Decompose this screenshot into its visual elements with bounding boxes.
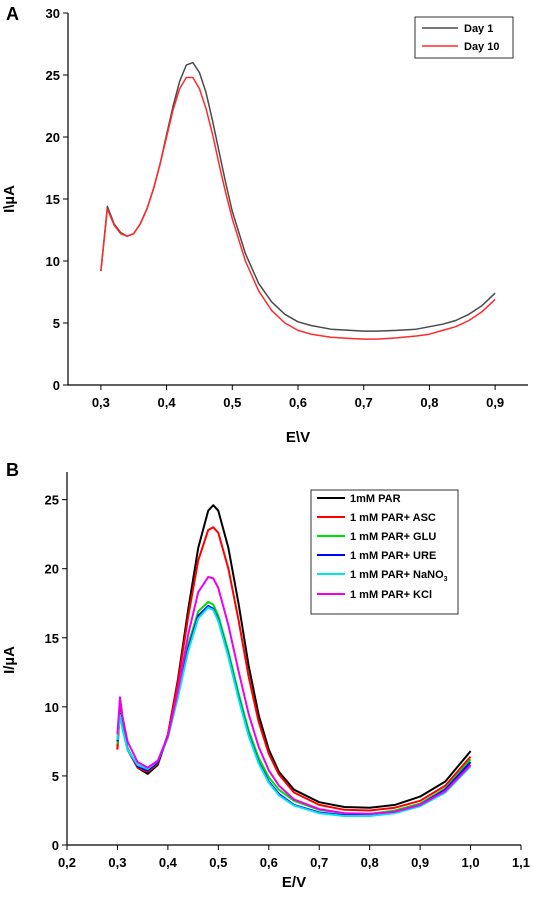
panel-a-xlabel: E\V [286,429,310,446]
panel-b-series-line-1 [116,526,472,812]
panel-a-ticks: 0,3 0,4 0,5 0,6 0,7 0,8 0,9 0 5 10 15 20 25 30 [46,6,505,410]
panel-b-letter: B [6,460,19,480]
panel-a-legend-box [414,16,514,59]
panel-a-x-tick-label: 0,8 [420,395,438,410]
panel-b-ylabel: I/µA [1,646,18,674]
panel-b-series-line-5 [116,576,472,815]
panel-b-x-tick-label: 0,6 [260,855,278,870]
panel-a-y-tick-label: 25 [46,68,60,83]
panel-a-x-tick-label: 0,4 [158,395,177,410]
legend-label-par-asc: 1 mM PAR+ ASC [350,512,436,524]
panel-b-y-tick-label: 10 [45,700,59,715]
legend-label-par-glu: 1 mM PAR+ GLU [350,531,436,543]
panel-a-y-tick-label: 5 [53,316,60,331]
panel-a-axes [67,13,528,386]
panel-b-x-tick-label: 0,4 [159,855,178,870]
panel-a-y-tick-label: 10 [46,254,60,269]
panel-b-legend: 1mM PAR 1 mM PAR+ ASC 1 mM PAR+ GLU 1 mM… [310,489,459,615]
panel-a-series-line-0 [100,61,496,332]
panel-b-x-tick-label: 0,9 [411,855,429,870]
panel-a-x-tick-label: 0,9 [486,395,504,410]
panel-a-y-tick-label: 0 [53,378,60,393]
panel-b-series-line-2 [116,600,472,815]
panel-b-x-tick-label: 0,8 [361,855,379,870]
panel-a-ylabel: I\µA [1,185,18,213]
panel-a-x-tick-label: 0,6 [289,395,307,410]
panel-a-series-line-1 [100,76,496,340]
legend-label-1mm-par: 1mM PAR [350,493,401,505]
panel-b-x-tick-label: 0,3 [108,855,126,870]
panel-a-y-tick-label: 30 [46,6,60,21]
panel-b-y-tick-label: 20 [45,562,59,577]
panel-a-letter: A [6,4,19,24]
panel-b-x-tick-label: 0,7 [310,855,328,870]
panel-a-y-tick-label: 15 [46,192,60,207]
legend-label-day-1: Day 1 [464,23,493,35]
panel-b-y-tick-label: 25 [45,493,59,508]
panel-a-y-tick-label: 20 [46,130,60,145]
panel-b-x-tick-label: 0,5 [209,855,227,870]
panel-a-x-tick-label: 0,7 [355,395,373,410]
panel-b-ticks: 0,2 0,3 0,4 0,5 0,6 0,7 0,8 0,9 1,0 1,1 0 5 10 15 20 25 [45,493,531,870]
panel-b-series-line-4 [116,606,472,817]
chart-panel-b: B 0,2 0,3 0,4 0,5 0,6 0,7 0,8 0,9 1,0 1,1 0 5 10 15 20… [1,460,530,891]
panel-b-series-line-3 [116,605,472,817]
panel-a-series [100,61,496,340]
legend-label-par-ure: 1 mM PAR+ URE [350,550,436,562]
panel-b-x-tick-label: 1,1 [512,855,530,870]
panel-a-x-tick-label: 0,5 [223,395,241,410]
legend-label-day-10: Day 10 [464,41,499,53]
panel-b-xlabel: E/V [282,874,306,891]
panel-b-series [116,504,472,817]
legend-label-par-nano3: 1 mM PAR+ NaNO3 [350,569,448,583]
panel-b-y-tick-label: 15 [45,631,59,646]
panel-b-y-tick-label: 0 [52,838,59,853]
panel-b-y-tick-label: 5 [52,769,59,784]
panel-a-x-tick-label: 0,3 [92,395,110,410]
panel-a-legend: Day 1 Day 10 [414,16,514,59]
panel-b-x-tick-label: 1,0 [462,855,480,870]
panel-b-x-tick-label: 0,2 [58,855,76,870]
panel-b-axes [66,472,521,846]
legend-label-par-kcl: 1 mM PAR+ KCl [350,589,432,601]
